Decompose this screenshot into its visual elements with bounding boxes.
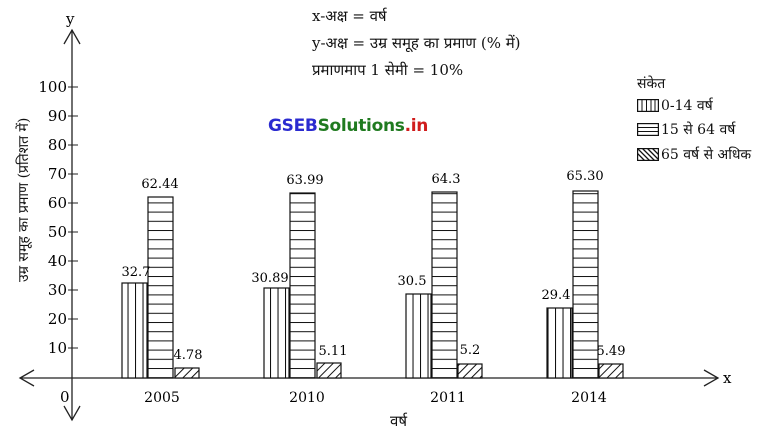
y-tick-label: 70 [48, 165, 67, 183]
bar-0-14 [121, 282, 148, 379]
bar-0-14 [405, 293, 432, 379]
bar-0-14 [546, 307, 573, 379]
y-tick-label: 50 [48, 223, 67, 241]
value-label: 32.7 [122, 265, 151, 280]
y-axis-arrow-down-icon [63, 405, 81, 422]
y-axis-note: y-अक्ष = उम्र समूह का प्रमाण (% में) [312, 34, 521, 52]
watermark-part-gseb: GSEB [268, 116, 318, 136]
x-axis-arrow-right-icon [703, 369, 720, 387]
y-tick-label: 100 [38, 78, 67, 96]
value-label: 30.5 [398, 274, 427, 289]
legend-label: 15 से 64 वर्ष [661, 122, 736, 138]
legend-item-0-14: 0-14 वर्ष [637, 96, 713, 115]
value-label: 29.4 [542, 288, 571, 303]
y-tick-label: 40 [48, 252, 67, 270]
bar-65-plus [174, 367, 200, 379]
watermark-part-solutions: Solutions [317, 116, 405, 136]
value-label: 5.49 [597, 344, 626, 359]
origin-label: 0 [60, 388, 70, 406]
value-label: 65.30 [566, 169, 603, 184]
category-label: 2005 [144, 390, 180, 406]
y-tick-label: 90 [48, 107, 67, 125]
value-label: 4.78 [174, 348, 203, 363]
value-label: 62.44 [141, 177, 178, 192]
bar-group-2010: 30.89 63.99 5.11 2010 [251, 173, 347, 406]
bar-group-2005: 32.7 62.44 4.78 2005 [121, 177, 203, 406]
horizontal-lines-swatch-icon [637, 123, 659, 136]
y-tick-label: 20 [48, 310, 67, 328]
value-label: 63.99 [286, 173, 323, 188]
x-axis-arrow-left-icon [18, 369, 35, 387]
y-axis: y [63, 10, 81, 422]
bar-15-64 [289, 192, 316, 379]
legend-item-65-plus: 65 वर्ष से अधिक [637, 145, 751, 164]
x-axis-note: x-अक्ष = वर्ष [312, 7, 387, 25]
bar-15-64 [572, 190, 599, 379]
legend-label: 65 वर्ष से अधिक [661, 147, 752, 163]
bar-65-plus [457, 363, 483, 379]
y-ticks: 10 20 30 40 50 60 70 80 90 100 [38, 78, 78, 357]
legend-title: संकेत [637, 76, 666, 92]
y-tick-label: 30 [48, 281, 67, 299]
value-label: 64.3 [432, 172, 461, 187]
bar-15-64 [147, 196, 174, 379]
category-label: 2014 [571, 390, 607, 406]
watermark: GSEBSolutions.in [268, 116, 428, 136]
category-label: 2010 [289, 390, 325, 406]
category-label: 2011 [430, 390, 466, 406]
watermark-part-domain: .in [404, 116, 429, 136]
x-axis-title: वर्ष [390, 412, 408, 430]
vertical-lines-swatch-icon [637, 99, 659, 112]
bar-15-64 [431, 191, 458, 379]
y-axis-letter: y [65, 10, 75, 28]
legend-item-15-64: 15 से 64 वर्ष [637, 120, 735, 139]
x-axis-letter: x [723, 369, 732, 387]
bar-0-14 [263, 287, 290, 379]
legend-label: 0-14 वर्ष [661, 98, 713, 114]
y-tick-label: 10 [48, 339, 67, 357]
bar-group-2014: 29.4 65.30 5.49 2014 [542, 169, 626, 406]
bar-65-plus [316, 362, 342, 379]
diagonal-lines-swatch-icon [637, 148, 659, 161]
y-tick-label: 80 [48, 136, 67, 154]
value-label: 5.11 [319, 344, 348, 359]
bar-group-2011: 30.5 64.3 5.2 2011 [398, 172, 483, 406]
y-axis-arrow-up-icon [63, 28, 81, 45]
value-label: 30.89 [251, 271, 288, 286]
scale-note: प्रमाणमाप 1 सेमी = 10% [312, 61, 464, 79]
value-label: 5.2 [460, 343, 481, 358]
bar-65-plus [598, 363, 624, 379]
y-tick-label: 60 [48, 194, 67, 212]
